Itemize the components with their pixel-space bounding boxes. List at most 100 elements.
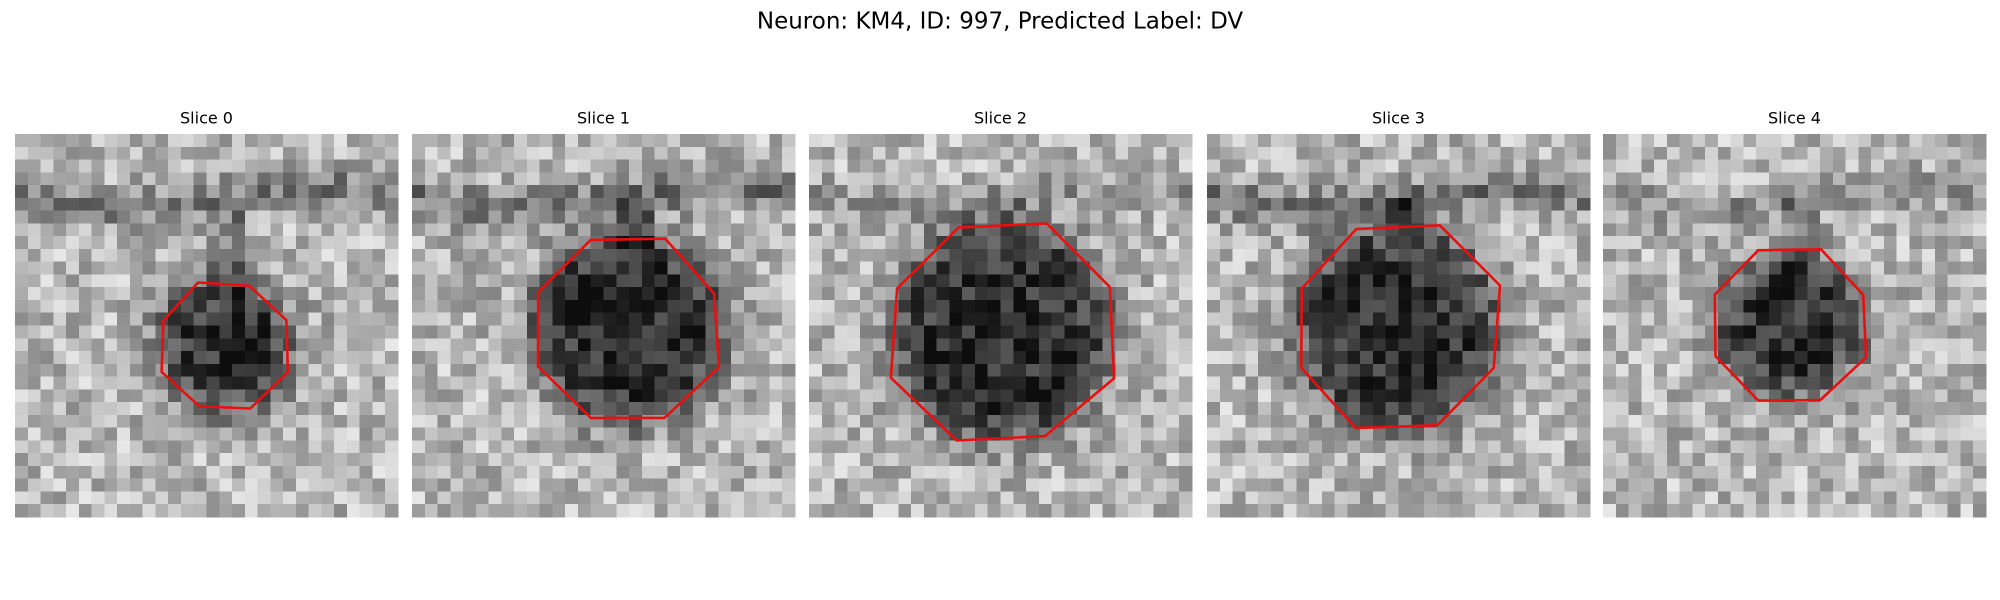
pixel (1077, 376, 1091, 390)
pixel (1166, 210, 1180, 224)
pixel (283, 159, 297, 173)
pixel (1166, 478, 1180, 493)
pixel (769, 134, 783, 148)
pixel (1179, 376, 1193, 390)
pixel (334, 312, 348, 327)
pixel (1309, 248, 1323, 263)
pixel (1207, 440, 1221, 454)
pixel (1207, 478, 1221, 493)
pixel (66, 299, 80, 314)
pixel (1360, 134, 1374, 148)
pixel (1743, 299, 1757, 314)
pixel (1051, 197, 1065, 212)
pixel (385, 351, 399, 365)
pixel (1475, 159, 1489, 173)
pixel (53, 159, 67, 173)
pixel (629, 134, 643, 148)
pixel (1102, 134, 1116, 148)
pixel (565, 261, 579, 276)
pixel (1115, 491, 1129, 505)
pixel (1207, 146, 1221, 161)
pixel (1973, 338, 1987, 352)
pixel (1960, 172, 1974, 186)
pixel (1128, 325, 1142, 339)
pixel (1781, 363, 1796, 378)
pixel (346, 376, 361, 390)
pixel (718, 210, 732, 224)
pixel (1283, 274, 1297, 288)
pixel (463, 338, 477, 352)
pixel (501, 287, 515, 301)
pixel (514, 210, 528, 224)
pixel (1475, 414, 1489, 429)
pixel (667, 338, 681, 352)
pixel (412, 402, 426, 416)
pixel (552, 491, 566, 505)
pixel (1743, 427, 1757, 441)
pixel (860, 236, 874, 250)
pixel (270, 325, 284, 339)
pixel (1258, 478, 1272, 493)
pixel (680, 440, 694, 454)
pixel (949, 172, 963, 186)
pixel (603, 376, 617, 390)
pixel (1845, 389, 1859, 403)
pixel (962, 248, 976, 263)
pixel (1245, 146, 1259, 161)
pixel (1551, 338, 1566, 352)
pixel (334, 299, 348, 314)
pixel (1615, 274, 1630, 288)
pixel (1896, 453, 1910, 467)
pixel (629, 389, 643, 403)
pixel (616, 172, 630, 186)
pixel (1794, 491, 1808, 505)
pixel (769, 402, 783, 416)
pixel (1807, 274, 1821, 288)
pixel (1038, 478, 1053, 493)
pixel (463, 453, 477, 467)
pixel (180, 159, 195, 173)
pixel (667, 440, 681, 454)
pixel (1207, 236, 1221, 250)
pixel (1692, 351, 1706, 365)
pixel (283, 172, 297, 186)
pixel (667, 197, 681, 212)
pixel (1153, 402, 1168, 416)
pixel (1807, 376, 1821, 390)
pixel (1398, 248, 1412, 263)
pixel (155, 159, 169, 173)
pixel (1038, 414, 1053, 429)
pixel (641, 172, 656, 186)
pixel (1768, 134, 1783, 148)
pixel (27, 402, 42, 416)
pixel (1347, 389, 1361, 403)
pixel (641, 134, 656, 148)
pixel (654, 478, 668, 493)
pixel (463, 325, 477, 339)
pixel (974, 172, 989, 186)
pixel (539, 427, 554, 441)
pixel (1603, 172, 1617, 186)
pixel (1641, 146, 1655, 161)
pixel (692, 146, 707, 161)
pixel (936, 351, 951, 365)
pixel (1922, 478, 1936, 493)
pixel (244, 146, 259, 161)
pixel (1717, 274, 1732, 288)
pixel (552, 478, 566, 493)
pixel (91, 312, 105, 327)
pixel (359, 197, 374, 212)
pixel (1372, 248, 1387, 263)
pixel (860, 363, 874, 378)
pixel (1807, 210, 1821, 224)
pixel (1896, 376, 1910, 390)
pixel (1283, 172, 1297, 186)
pixel (1487, 491, 1502, 505)
pixel (1283, 299, 1297, 314)
pixel (1449, 210, 1463, 224)
pixel (283, 427, 297, 441)
pixel (1475, 146, 1489, 161)
pixel (1089, 363, 1104, 378)
pixel (1960, 197, 1974, 212)
pixel (885, 440, 899, 454)
